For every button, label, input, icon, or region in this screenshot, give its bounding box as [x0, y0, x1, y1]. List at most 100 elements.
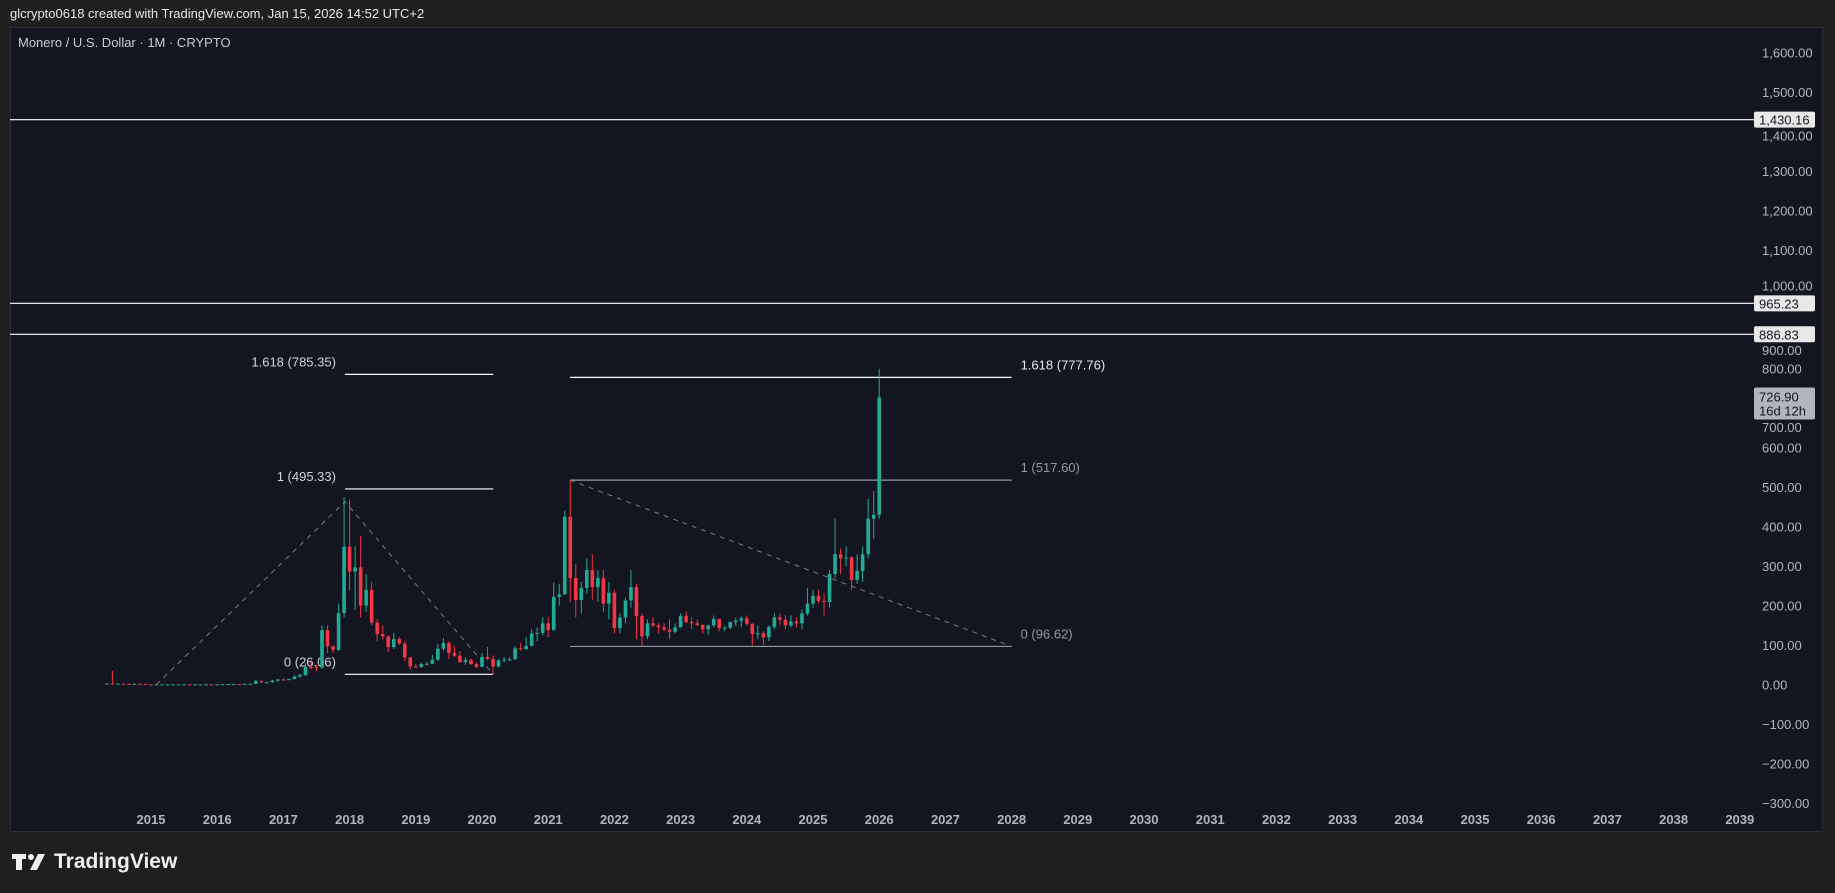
candle: [816, 595, 821, 601]
candle: [380, 634, 385, 637]
candle: [684, 615, 688, 623]
x-tick-label: 2033: [1328, 812, 1357, 827]
candle: [160, 684, 164, 686]
candle: [573, 577, 578, 601]
candle: [618, 617, 622, 629]
candle: [369, 589, 374, 623]
candle: [579, 587, 584, 601]
candle: [391, 639, 396, 648]
candle: [612, 592, 617, 629]
fib-extensions: 1.618 (785.35)1 (495.33)0 (26.06)1.618 (…: [155, 354, 1105, 685]
candle: [336, 613, 341, 650]
candle: [441, 643, 446, 649]
candle: [860, 554, 865, 571]
candle: [204, 684, 208, 686]
candle: [524, 645, 528, 650]
candle: [634, 587, 639, 616]
y-tick-label: 0.00: [1762, 678, 1787, 693]
candle: [182, 684, 186, 686]
y-tick-label: 1,300.00: [1762, 164, 1813, 179]
candle: [452, 653, 457, 656]
x-tick-label: 2029: [1063, 812, 1092, 827]
candle: [254, 681, 258, 684]
y-tick-label: 1,000.00: [1762, 279, 1813, 294]
x-tick-label: 2030: [1130, 812, 1159, 827]
candle: [656, 625, 661, 628]
fib-trend-line: [569, 479, 1012, 647]
candle: [276, 679, 280, 681]
candle: [502, 659, 506, 661]
x-tick-label: 2020: [468, 812, 497, 827]
candle: [154, 684, 159, 686]
candle: [706, 625, 710, 630]
y-tick-label: 200.00: [1762, 599, 1802, 614]
candle: [540, 623, 545, 633]
candle: [474, 664, 479, 667]
candle: [309, 666, 313, 668]
candle: [237, 684, 242, 686]
candle: [562, 516, 567, 595]
price-axis: 1,600.00 1,500.00 1,400.00 1,300.00 1,200.00…: [1762, 46, 1813, 811]
candle: [265, 682, 269, 684]
candle: [678, 615, 683, 628]
last-price-box: [1754, 387, 1815, 420]
fib-level-label: 1.618 (785.35): [251, 354, 336, 369]
tradingview-logo[interactable]: TradingView: [12, 850, 177, 874]
time-axis: 2015 2016 2017 2018 2019 2020 2021 2022 2023 2024…: [137, 812, 1755, 827]
tradingview-logo-icon: [12, 854, 45, 870]
candle: [507, 659, 512, 661]
fib-level-label: 1 (517.60): [1021, 460, 1080, 475]
candle: [557, 594, 562, 597]
candle: [364, 589, 368, 606]
candle: [314, 667, 319, 669]
candle: [805, 603, 810, 614]
candle: [358, 567, 363, 606]
y-tick-label: 1,600.00: [1762, 46, 1813, 61]
x-tick-label: 2039: [1725, 812, 1754, 827]
candle: [662, 627, 666, 630]
candle: [469, 660, 473, 665]
candle: [535, 632, 539, 634]
candle: [645, 623, 650, 637]
candle: [231, 684, 236, 686]
countdown-label: 16d 12h: [1759, 403, 1806, 418]
brand-name: TradingView: [54, 850, 178, 873]
fib-level-label: 0 (96.62): [1021, 626, 1073, 641]
candle: [722, 627, 727, 629]
candle: [419, 664, 424, 667]
price-label: 965.23: [1759, 296, 1799, 311]
candle: [375, 622, 379, 635]
x-tick-label: 2028: [997, 812, 1026, 827]
candle: [116, 683, 120, 685]
symbol-title[interactable]: Monero / U.S. Dollar · 1M · CRYPTO: [18, 35, 231, 50]
x-tick-label: 2022: [600, 812, 629, 827]
y-tick-label: 1,200.00: [1762, 204, 1813, 219]
candle: [138, 683, 142, 685]
candle: [601, 577, 606, 604]
candle: [447, 643, 451, 653]
candle: [386, 636, 391, 648]
candle: [529, 633, 534, 646]
candle: [761, 633, 766, 638]
candle: [673, 627, 677, 632]
candle: [187, 684, 192, 686]
y-tick-label: −200.00: [1762, 757, 1809, 772]
price-label: 1,430.16: [1759, 113, 1810, 128]
candle: [849, 557, 854, 580]
y-tick-label: 700.00: [1762, 420, 1802, 435]
candle: [248, 683, 253, 685]
x-tick-label: 2032: [1262, 812, 1291, 827]
candle: [590, 570, 595, 588]
candle: [844, 557, 848, 559]
candle: [215, 684, 219, 686]
chart-panel[interactable]: [10, 27, 1823, 832]
candle: [745, 618, 749, 624]
y-tick-label: 800.00: [1762, 362, 1802, 377]
candle: [259, 681, 264, 683]
candle: [518, 648, 523, 650]
candle: [866, 518, 870, 555]
y-tick-label: 900.00: [1762, 343, 1802, 358]
candle: [171, 684, 175, 686]
